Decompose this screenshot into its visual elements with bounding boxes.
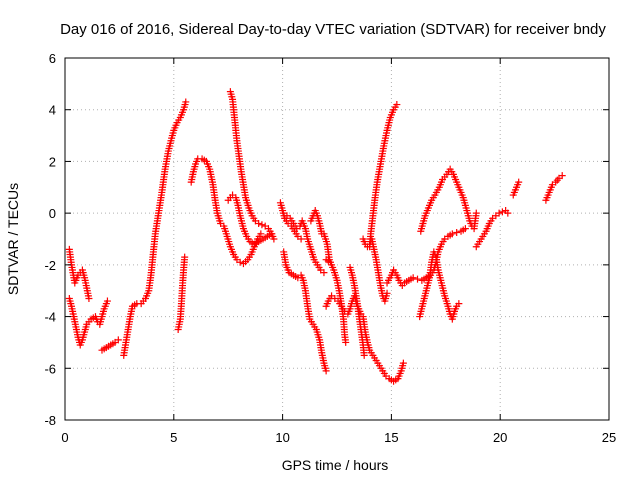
trace-segment — [383, 225, 469, 290]
data-point — [383, 289, 391, 297]
y-tick-label: -4 — [44, 310, 56, 325]
data-point — [270, 235, 278, 243]
data-points — [65, 88, 566, 385]
trace-segment — [120, 98, 190, 359]
trace-segment — [187, 155, 265, 268]
trace-segment — [366, 101, 401, 251]
data-point — [504, 209, 512, 217]
axis-ticks — [64, 57, 610, 421]
trace-segment — [98, 336, 122, 354]
data-point — [558, 172, 566, 180]
data-point — [393, 101, 401, 109]
data-point — [320, 269, 328, 277]
trace-segment — [509, 178, 523, 199]
x-tick-label: 0 — [61, 430, 68, 445]
trace-segment — [174, 253, 189, 333]
data-point — [181, 253, 189, 261]
plot-frame — [64, 57, 610, 421]
data-point — [455, 300, 463, 308]
y-tick-label: -6 — [44, 361, 56, 376]
data-point — [322, 367, 330, 375]
data-point — [103, 297, 111, 305]
data-point — [414, 275, 422, 283]
trace-segment — [226, 88, 278, 243]
x-tick-label: 25 — [602, 430, 616, 445]
data-point — [453, 229, 461, 237]
trace-segment — [281, 212, 328, 277]
trace-segment — [472, 207, 512, 251]
data-point — [257, 230, 265, 238]
x-tick-label: 5 — [170, 430, 177, 445]
trace-segment — [416, 248, 463, 323]
trace-segment — [65, 294, 111, 349]
data-point — [182, 98, 190, 106]
trace-segment — [359, 235, 391, 305]
x-tick-label: 20 — [493, 430, 507, 445]
x-tick-label: 10 — [275, 430, 289, 445]
data-point — [409, 274, 417, 282]
trace-segment — [65, 245, 93, 302]
y-tick-label: 0 — [49, 206, 56, 221]
trace-segment — [542, 172, 566, 204]
data-point — [85, 294, 93, 302]
y-tick-label: 2 — [49, 154, 56, 169]
x-axis-label: GPS time / hours — [282, 457, 389, 473]
y-tick-label: -8 — [44, 413, 56, 428]
trace-segment — [417, 165, 480, 235]
trace-segment — [346, 263, 368, 359]
data-point — [236, 258, 244, 266]
trace-segment — [307, 207, 333, 264]
tick-labels: 0 5 10 15 20 25 -8 -6 -4 -2 0 2 4 6 — [44, 51, 616, 445]
data-point — [448, 230, 456, 238]
data-point — [461, 225, 469, 233]
data-point — [114, 336, 122, 344]
data-point — [255, 219, 263, 227]
data-point — [360, 351, 368, 359]
x-tick-label: 15 — [384, 430, 398, 445]
data-point — [515, 178, 523, 186]
y-axis-label: SDTVAR / TECUs — [5, 183, 21, 295]
y-tick-label: 6 — [49, 51, 56, 66]
grid-lines — [65, 58, 609, 420]
data-point — [258, 221, 266, 229]
trace-segment — [224, 191, 276, 248]
trace-segment — [359, 313, 407, 385]
data-point — [472, 209, 480, 217]
trace-segment — [280, 248, 330, 375]
data-point — [342, 338, 350, 346]
data-point — [498, 208, 506, 216]
y-tick-label: -2 — [44, 258, 56, 273]
chart-title: Day 016 of 2016, Sidereal Day-to-day VTE… — [60, 21, 606, 38]
data-point — [399, 359, 407, 367]
data-point — [495, 209, 503, 217]
y-tick-label: 4 — [49, 103, 56, 118]
data-point — [297, 235, 305, 243]
data-point — [268, 230, 276, 238]
